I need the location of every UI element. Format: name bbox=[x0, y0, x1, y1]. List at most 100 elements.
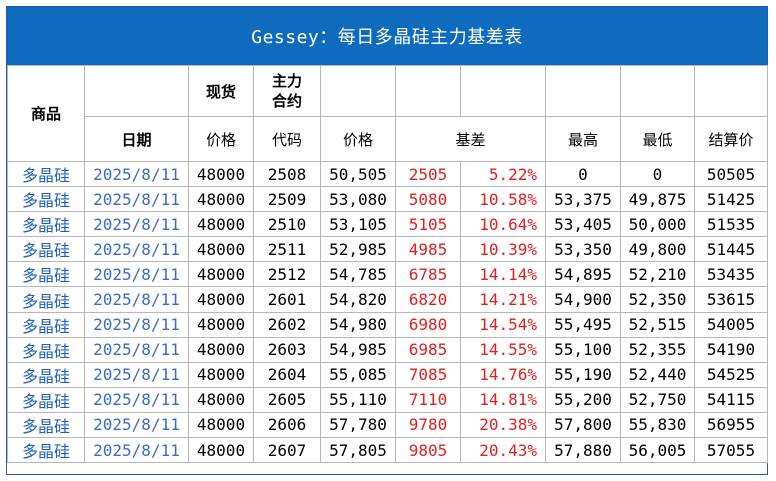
table-row: 多晶硅 2025/8/11 48000 2606 57,780 9780 20.… bbox=[7, 411, 768, 439]
cell-spot: 48000 bbox=[188, 286, 254, 313]
cell-settle: 56955 bbox=[694, 411, 768, 439]
header-empty-cell bbox=[620, 65, 695, 117]
cell-settle: 54005 bbox=[694, 311, 768, 338]
cell-product: 多晶硅 bbox=[7, 261, 85, 288]
cell-price: 53,105 bbox=[320, 211, 396, 238]
header-empty-cell bbox=[395, 65, 461, 117]
cell-basis-pct: 14.81% bbox=[460, 386, 546, 413]
cell-product: 多晶硅 bbox=[7, 336, 85, 363]
cell-settle: 50505 bbox=[694, 160, 768, 188]
cell-code: 2602 bbox=[253, 311, 321, 338]
cell-settle: 51445 bbox=[694, 236, 768, 263]
basis-table-frame: Gessey：每日多晶硅主力基差表 商品 现货 主力 合约 bbox=[6, 6, 768, 475]
cell-basis: 6820 bbox=[395, 286, 461, 313]
cell-date: 2025/8/11 bbox=[84, 411, 189, 439]
cell-low: 52,750 bbox=[620, 386, 695, 413]
cell-price: 50,505 bbox=[320, 160, 396, 188]
header-low: 最低 bbox=[620, 116, 695, 162]
cell-date: 2025/8/11 bbox=[84, 286, 189, 313]
cell-date: 2025/8/11 bbox=[84, 437, 189, 464]
table-row: 多晶硅 2025/8/11 48000 2510 53,105 5105 10.… bbox=[7, 211, 768, 238]
header-basis: 基差 bbox=[395, 116, 546, 162]
cell-settle: 54115 bbox=[694, 386, 768, 413]
cell-price: 57,805 bbox=[320, 437, 396, 464]
cell-basis: 4985 bbox=[395, 236, 461, 263]
cell-high: 55,190 bbox=[545, 361, 621, 388]
cell-high: 54,895 bbox=[545, 261, 621, 288]
cell-low: 50,000 bbox=[620, 211, 695, 238]
header-empty-cell bbox=[84, 65, 189, 117]
cell-basis: 9780 bbox=[395, 411, 461, 439]
table-row: 多晶硅 2025/8/11 48000 2601 54,820 6820 14.… bbox=[7, 286, 768, 313]
cell-product: 多晶硅 bbox=[7, 236, 85, 263]
header-settle: 结算价 bbox=[694, 116, 768, 162]
cell-code: 2601 bbox=[253, 286, 321, 313]
cell-settle: 54190 bbox=[694, 336, 768, 363]
header-empty-cell bbox=[545, 65, 621, 117]
cell-date: 2025/8/11 bbox=[84, 336, 189, 363]
cell-basis-pct: 5.22% bbox=[460, 160, 546, 188]
header-row-1: 商品 现货 主力 合约 bbox=[7, 65, 768, 162]
cell-low: 49,875 bbox=[620, 186, 695, 213]
cell-date: 2025/8/11 bbox=[84, 361, 189, 388]
cell-code: 2508 bbox=[253, 160, 321, 188]
cell-low: 52,515 bbox=[620, 311, 695, 338]
cell-spot: 48000 bbox=[188, 361, 254, 388]
cell-price: 57,780 bbox=[320, 411, 396, 439]
cell-basis: 6985 bbox=[395, 336, 461, 363]
table-row: 多晶硅 2025/8/11 48000 2604 55,085 7085 14.… bbox=[7, 361, 768, 388]
header-main-contract: 主力 合约 bbox=[253, 65, 321, 117]
cell-spot: 48000 bbox=[188, 311, 254, 338]
cell-high: 57,800 bbox=[545, 411, 621, 439]
cell-basis-pct: 20.43% bbox=[460, 437, 546, 464]
cell-price: 54,785 bbox=[320, 261, 396, 288]
cell-spot: 48000 bbox=[188, 211, 254, 238]
table-row: 多晶硅 2025/8/11 48000 2511 52,985 4985 10.… bbox=[7, 236, 768, 263]
cell-high: 53,350 bbox=[545, 236, 621, 263]
cell-product: 多晶硅 bbox=[7, 411, 85, 439]
cell-basis: 7110 bbox=[395, 386, 461, 413]
cell-basis-pct: 14.76% bbox=[460, 361, 546, 388]
cell-date: 2025/8/11 bbox=[84, 386, 189, 413]
cell-spot: 48000 bbox=[188, 411, 254, 439]
cell-date: 2025/8/11 bbox=[84, 311, 189, 338]
table-row: 多晶硅 2025/8/11 48000 2602 54,980 6980 14.… bbox=[7, 311, 768, 338]
cell-high: 53,375 bbox=[545, 186, 621, 213]
table-row: 多晶硅 2025/8/11 48000 2508 50,505 2505 5.2… bbox=[7, 160, 768, 188]
cell-price: 52,985 bbox=[320, 236, 396, 263]
cell-spot: 48000 bbox=[188, 437, 254, 464]
cell-settle: 53435 bbox=[694, 261, 768, 288]
cell-product: 多晶硅 bbox=[7, 186, 85, 213]
cell-price: 55,085 bbox=[320, 361, 396, 388]
cell-product: 多晶硅 bbox=[7, 386, 85, 413]
cell-settle: 51535 bbox=[694, 211, 768, 238]
table-row: 多晶硅 2025/8/11 48000 2607 57,805 9805 20.… bbox=[7, 437, 768, 464]
cell-basis: 7085 bbox=[395, 361, 461, 388]
cell-settle: 51425 bbox=[694, 186, 768, 213]
table-title: Gessey：每日多晶硅主力基差表 bbox=[7, 7, 767, 65]
header-empty-cell bbox=[460, 65, 546, 117]
table-row: 多晶硅 2025/8/11 48000 2509 53,080 5080 10.… bbox=[7, 186, 768, 213]
cell-price: 53,080 bbox=[320, 186, 396, 213]
cell-code: 2603 bbox=[253, 336, 321, 363]
header-price: 价格 bbox=[320, 116, 396, 162]
cell-spot: 48000 bbox=[188, 261, 254, 288]
cell-basis: 6980 bbox=[395, 311, 461, 338]
cell-spot: 48000 bbox=[188, 336, 254, 363]
header-code: 代码 bbox=[253, 116, 321, 162]
cell-date: 2025/8/11 bbox=[84, 160, 189, 188]
table-row: 多晶硅 2025/8/11 48000 2605 55,110 7110 14.… bbox=[7, 386, 768, 413]
cell-code: 2509 bbox=[253, 186, 321, 213]
header-empty-cell bbox=[694, 65, 768, 117]
cell-date: 2025/8/11 bbox=[84, 261, 189, 288]
cell-spot: 48000 bbox=[188, 186, 254, 213]
cell-high: 53,405 bbox=[545, 211, 621, 238]
cell-basis: 2505 bbox=[395, 160, 461, 188]
cell-product: 多晶硅 bbox=[7, 286, 85, 313]
cell-code: 2511 bbox=[253, 236, 321, 263]
table-row: 多晶硅 2025/8/11 48000 2603 54,985 6985 14.… bbox=[7, 336, 768, 363]
cell-low: 52,440 bbox=[620, 361, 695, 388]
cell-low: 49,800 bbox=[620, 236, 695, 263]
cell-high: 57,880 bbox=[545, 437, 621, 464]
cell-code: 2607 bbox=[253, 437, 321, 464]
